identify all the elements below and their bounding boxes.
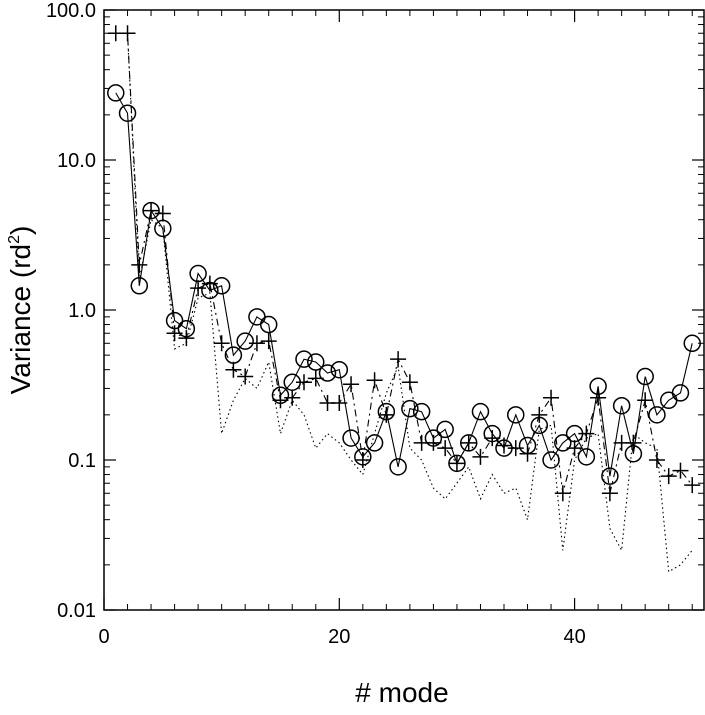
series-2-point — [460, 434, 477, 451]
series-1-point — [295, 350, 313, 368]
series-2-point — [519, 445, 536, 462]
series-1-point — [318, 364, 337, 382]
series-2-point — [307, 370, 324, 387]
x-tick-label: 0 — [98, 626, 109, 648]
series-2-point — [554, 485, 571, 502]
series-1-point — [612, 396, 631, 415]
series-2-point — [237, 368, 254, 385]
series-1-point — [471, 402, 490, 421]
series-1-point — [577, 448, 596, 466]
series-2-point — [496, 437, 512, 454]
series-line-3 — [115, 32, 693, 573]
series-1-point — [601, 467, 619, 485]
series-1-point — [671, 384, 690, 402]
series-2-point — [354, 452, 371, 468]
series-2-point — [119, 25, 136, 42]
series-1-point — [542, 451, 560, 469]
series-2-point — [507, 440, 524, 457]
y-tick-label: 0.1 — [68, 450, 96, 472]
series-2-point — [190, 280, 207, 297]
series-2-point — [343, 376, 360, 393]
series-1-point — [118, 104, 137, 122]
x-axis-title: # mode — [355, 677, 448, 708]
series-2-point — [590, 389, 607, 406]
y-axis-title-superscript: 2 — [6, 235, 23, 244]
series-1-point — [507, 406, 525, 424]
series-1-point — [636, 367, 654, 386]
series-2-point — [684, 477, 701, 494]
series-1-point — [436, 420, 454, 439]
series-2-point — [131, 256, 148, 273]
series-2-point — [154, 205, 171, 222]
series-2-point — [166, 325, 183, 342]
series-2-point — [660, 468, 677, 485]
series-1-point — [107, 84, 125, 102]
series-1-point — [648, 406, 666, 424]
series-1-point — [365, 434, 384, 452]
series-2-point — [448, 455, 465, 472]
series-2-point — [672, 462, 689, 479]
series-2-point — [401, 374, 418, 391]
x-tick-label: 40 — [563, 626, 585, 648]
series-2-point — [531, 406, 548, 423]
series-2-point — [225, 361, 242, 378]
series-2-point — [637, 392, 654, 409]
series-2-point — [425, 434, 442, 451]
plot-frame — [103, 9, 705, 611]
series-2-point — [284, 389, 301, 406]
series-1-point — [389, 458, 407, 476]
series-2-point — [390, 351, 407, 368]
series-2-point — [601, 485, 618, 502]
y-tick-label: 10.0 — [57, 150, 96, 172]
series-2-point — [484, 430, 501, 447]
series-2-point — [213, 335, 230, 352]
x-tick-label: 20 — [328, 626, 350, 648]
series-2-point — [366, 372, 383, 389]
series-1-point — [342, 429, 360, 447]
series-2-point — [201, 275, 218, 292]
series-1-point — [212, 277, 231, 295]
series-1-point — [236, 332, 254, 350]
series-1-point — [401, 399, 419, 418]
series-line-2 — [115, 32, 693, 494]
series-1-point — [554, 434, 572, 452]
series-1-point — [259, 315, 278, 334]
series-2-point — [543, 389, 560, 406]
series-2-point — [331, 394, 348, 411]
y-tick-label: 0.01 — [57, 600, 96, 622]
series-2-point — [472, 448, 489, 465]
series-2-point — [378, 406, 395, 423]
series-2-point — [578, 425, 595, 442]
series-2-point — [272, 392, 289, 409]
series-2-point — [625, 434, 642, 451]
series-line-1 — [115, 92, 693, 477]
series-1-point — [130, 277, 149, 295]
series-2-point — [248, 335, 265, 352]
series-1-point — [412, 402, 431, 421]
y-axis-title-suffix: ) — [5, 226, 36, 235]
y-tick-label: 1.0 — [68, 300, 96, 322]
series-2-point — [437, 440, 454, 457]
series-2-point — [296, 374, 312, 391]
series-2-point — [143, 202, 160, 219]
series-1-point — [683, 334, 701, 353]
series-1-point — [330, 360, 349, 379]
series-1-point — [307, 353, 325, 371]
y-axis-title: Variance (rd2) — [5, 226, 36, 395]
series-2-point — [178, 330, 195, 347]
series-2-point — [260, 333, 277, 350]
y-axis-title-prefix: Variance (rd — [5, 244, 36, 394]
y-tick-label: 100.0 — [46, 0, 96, 22]
series-2-point — [566, 440, 583, 457]
series-2-point — [648, 452, 665, 468]
